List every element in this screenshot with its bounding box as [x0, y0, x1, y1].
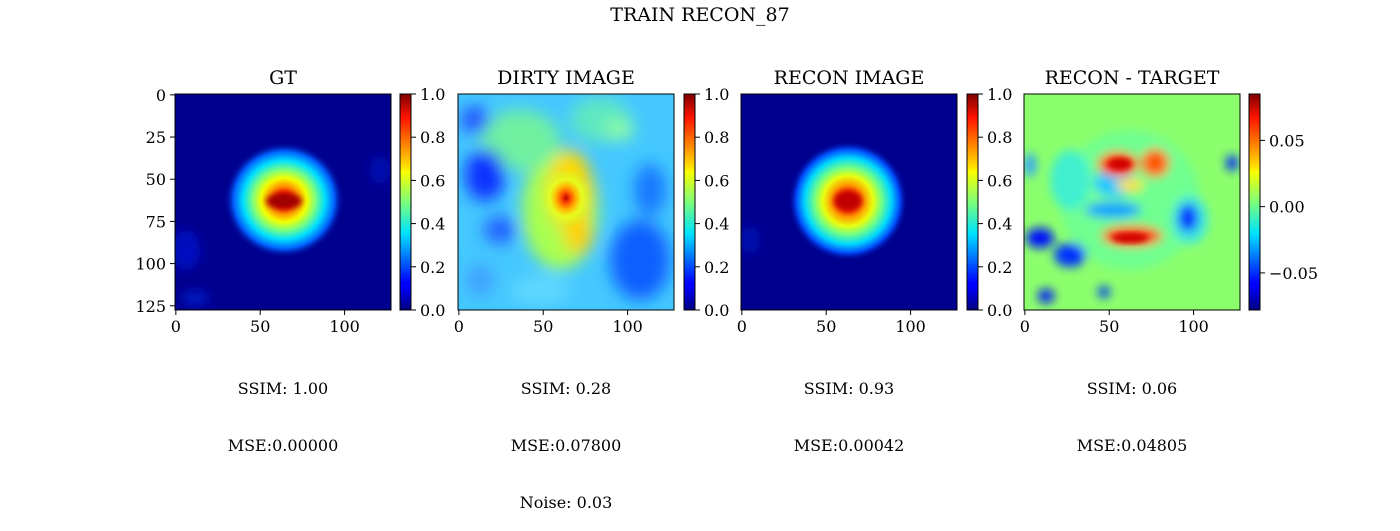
x-tick-label: 100	[329, 317, 360, 336]
mse-recon: MSE:0.00042	[793, 436, 905, 455]
x-tick-label: 50	[250, 317, 270, 336]
x-tick-label: 100	[1178, 317, 1209, 336]
figure-suptitle: TRAIN RECON_87	[610, 4, 790, 26]
colorbar-tick-label: 0.8	[987, 128, 1012, 147]
axis-ticks-layer: 0 50 100 0 25 50 75 100 125 0.0 0.2 0.4 0.6 0.8 1.0 0 50…	[135, 85, 1318, 336]
ssim-gt: SSIM: 1.00	[237, 379, 329, 398]
colorbar-tick-label: 0.0	[704, 301, 729, 320]
caption-gt: SSIM: 1.00 MSE:0.00000	[183, 341, 383, 474]
x-tick-label: 50	[816, 317, 836, 336]
colorbar-tick-label: 0.05	[1269, 131, 1305, 150]
ssim-recon: SSIM: 0.93	[803, 379, 895, 398]
figure-canvas: 0 50 100 0 25 50 75 100 125 0.0 0.2 0.4 0.6 0.8 1.0 0 50…	[135, 85, 1318, 336]
colorbar-tick-label: 1.0	[987, 85, 1012, 104]
colorbar-tick-label: 0.4	[420, 215, 445, 234]
colorbar-tick-label: 0.6	[987, 171, 1012, 190]
ssim-diff: SSIM: 0.06	[1086, 379, 1178, 398]
colorbar-recon	[966, 93, 979, 311]
mse-gt: MSE:0.00000	[227, 436, 339, 455]
panel-dirty	[458, 94, 674, 310]
caption-recon: SSIM: 0.93 MSE:0.00042	[749, 341, 949, 474]
colorbar-tick-label: 0.0	[987, 301, 1012, 320]
colorbar-tick-label: 0.2	[420, 258, 445, 277]
y-tick-label: 0	[156, 86, 166, 105]
colorbar-tick-label: 1.0	[704, 85, 729, 104]
panel-recon	[741, 94, 957, 310]
axes-frame-recon	[740, 93, 958, 311]
mse-dirty: MSE:0.07800	[510, 436, 622, 455]
panel-gt	[175, 94, 391, 310]
caption-dirty: SSIM: 0.28 MSE:0.07800 Noise: 0.03	[466, 341, 666, 531]
noise-dirty: Noise: 0.03	[519, 493, 613, 512]
y-tick-label: 25	[146, 128, 166, 147]
colorbar-tick-label: 0.8	[704, 128, 729, 147]
colorbar-tick-label: 0.6	[704, 171, 729, 190]
colorbar-tick-label: 0.2	[987, 258, 1012, 277]
x-tick-label: 0	[737, 317, 747, 336]
panel-diff	[1024, 94, 1240, 310]
x-tick-label: 0	[1020, 317, 1030, 336]
caption-diff: SSIM: 0.06 MSE:0.04805	[1032, 341, 1232, 474]
colorbar-tick-label: 0.6	[420, 171, 445, 190]
colorbar-tick-label: −0.05	[1269, 264, 1318, 283]
colorbar-tick-label: 0.8	[420, 128, 445, 147]
y-tick-label: 75	[146, 212, 166, 231]
mse-diff: MSE:0.04805	[1076, 436, 1188, 455]
colorbar-tick-label: 0.4	[704, 215, 729, 234]
axes-frame-dirty	[457, 93, 675, 311]
panel-title-diff: RECON - TARGET	[1044, 67, 1220, 89]
x-tick-label: 50	[533, 317, 553, 336]
y-tick-label: 125	[135, 297, 166, 316]
colorbar-tick-label: 0.00	[1269, 198, 1305, 217]
colorbar-dirty	[683, 93, 696, 311]
x-tick-label: 0	[454, 317, 464, 336]
x-tick-label: 100	[612, 317, 643, 336]
x-tick-label: 0	[171, 317, 181, 336]
colorbar-tick-label: 0.0	[420, 301, 445, 320]
x-tick-label: 50	[1099, 317, 1119, 336]
panel-title-dirty: DIRTY IMAGE	[497, 67, 635, 89]
x-tick-label: 100	[895, 317, 926, 336]
ssim-dirty: SSIM: 0.28	[520, 379, 612, 398]
colorbar-tick-label: 0.4	[987, 215, 1012, 234]
y-tick-label: 50	[146, 170, 166, 189]
axes-frame-gt	[174, 93, 392, 311]
colorbar-tick-label: 1.0	[420, 85, 445, 104]
panel-title-gt: GT	[269, 67, 297, 89]
colorbar-gt	[399, 93, 412, 311]
colorbar-tick-label: 0.2	[704, 258, 729, 277]
axes-frame-diff	[1023, 93, 1241, 311]
panel-title-recon: RECON IMAGE	[773, 67, 925, 89]
y-tick-label: 100	[135, 255, 166, 274]
colorbar-diff	[1248, 93, 1261, 311]
